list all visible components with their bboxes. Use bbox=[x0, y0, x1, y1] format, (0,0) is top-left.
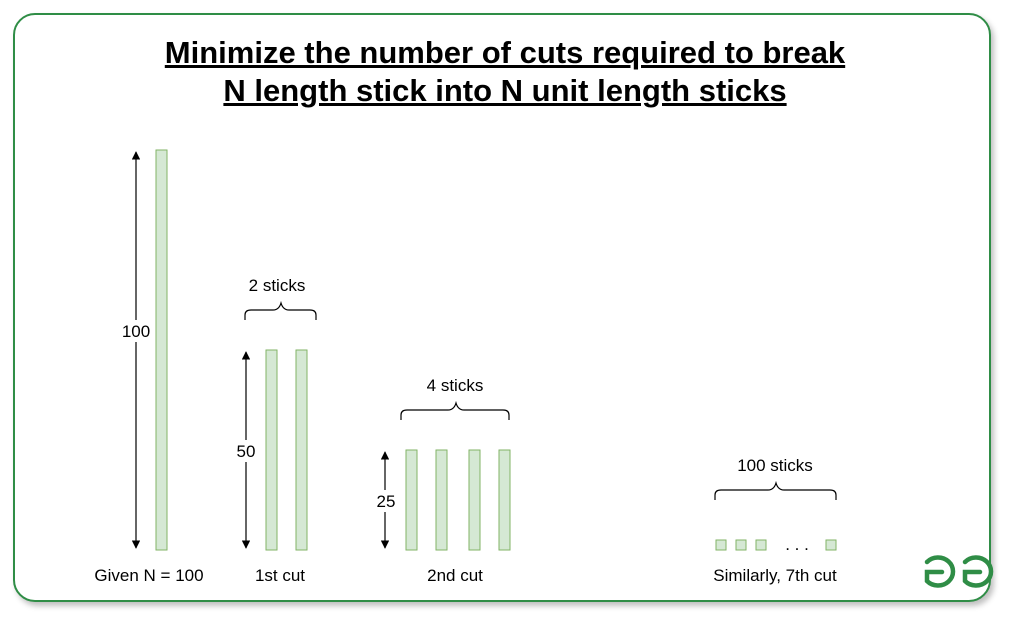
group-label-2-sticks: 2 sticks bbox=[249, 276, 306, 295]
caption-given: Given N = 100 bbox=[94, 566, 203, 585]
dimension-label-50: 50 bbox=[237, 442, 256, 461]
caption-1st-cut: 1st cut bbox=[255, 566, 305, 585]
caption-7th-cut: Similarly, 7th cut bbox=[713, 566, 837, 585]
stick bbox=[435, 449, 448, 551]
unit-stick bbox=[735, 539, 747, 551]
unit-stick bbox=[755, 539, 767, 551]
brace-100-sticks bbox=[714, 480, 837, 500]
group-label-4-sticks: 4 sticks bbox=[427, 376, 484, 395]
stage-1st-cut: 2 sticks 50 1st cut bbox=[233, 276, 317, 585]
dimension-label-bg bbox=[372, 490, 398, 512]
gfg-logo-icon bbox=[924, 555, 994, 588]
stick bbox=[498, 449, 511, 551]
brace-2-sticks bbox=[244, 300, 317, 320]
stage-given: 100 Given N = 100 bbox=[94, 149, 204, 585]
ellipsis: . . . bbox=[785, 535, 809, 554]
unit-stick bbox=[825, 539, 837, 551]
stage-2nd-cut: 4 sticks 25 2nd cut bbox=[372, 376, 511, 585]
dimension-label-bg bbox=[233, 440, 259, 462]
stick bbox=[265, 349, 278, 551]
stick bbox=[468, 449, 481, 551]
group-label-100-sticks: 100 sticks bbox=[737, 456, 813, 475]
stage-7th-cut: 100 sticks . . . Similarly, 7th cut bbox=[713, 456, 837, 585]
dimension-label-25: 25 bbox=[377, 492, 396, 511]
title-line-1: Minimize the number of cuts required to … bbox=[164, 35, 846, 70]
dimension-label-100: 100 bbox=[122, 322, 150, 341]
stick bbox=[295, 349, 308, 551]
unit-stick bbox=[715, 539, 727, 551]
dimension-label-bg bbox=[121, 320, 151, 342]
caption-2nd-cut: 2nd cut bbox=[427, 566, 483, 585]
stick bbox=[155, 149, 168, 551]
title-line-2: N length stick into N unit length sticks bbox=[223, 73, 787, 108]
brace-4-sticks bbox=[400, 400, 510, 420]
stick bbox=[405, 449, 418, 551]
